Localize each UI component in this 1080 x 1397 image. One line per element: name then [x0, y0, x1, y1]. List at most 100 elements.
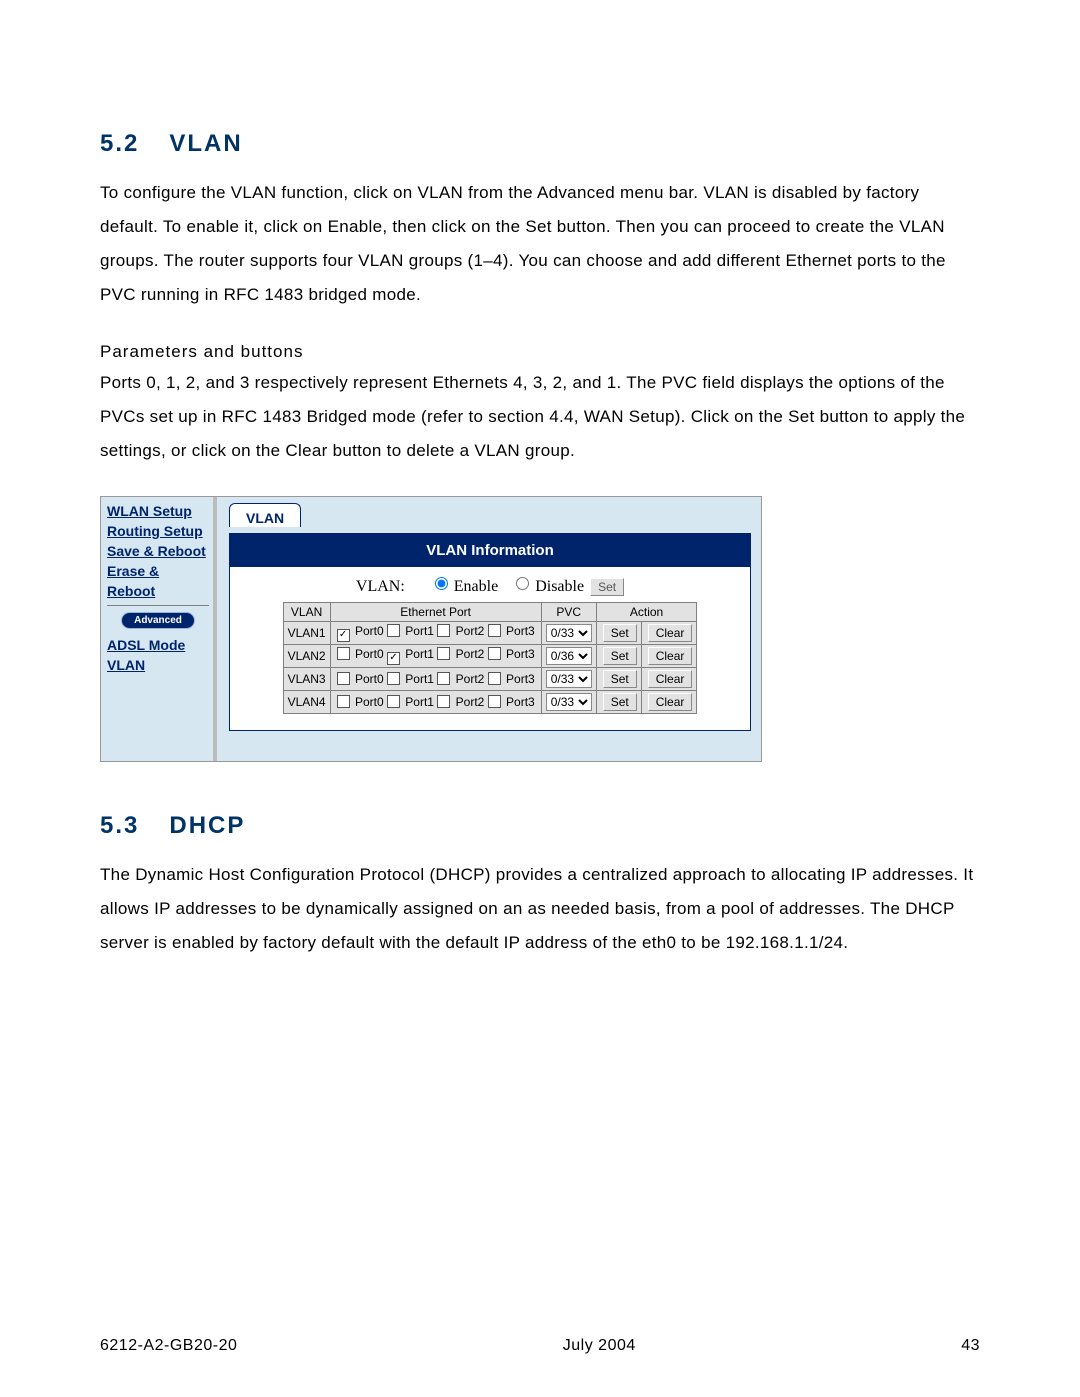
port-checkbox[interactable]	[337, 672, 350, 685]
vlan-name-cell: VLAN3	[283, 668, 330, 691]
port-label: Port2	[452, 647, 487, 661]
port-checkbox[interactable]	[337, 695, 350, 708]
clear-button[interactable]: Clear	[648, 693, 693, 711]
port-checkbox[interactable]	[387, 624, 400, 637]
port-label: Port2	[452, 672, 487, 686]
port-label: Port0	[352, 695, 387, 709]
ports-cell: Port0 Port1 Port2 Port3	[330, 622, 541, 645]
pvc-select[interactable]: 0/33	[546, 624, 592, 642]
port-checkbox[interactable]	[437, 695, 450, 708]
ports-cell: Port0 Port1 Port2 Port3	[330, 645, 541, 668]
col-action: Action	[596, 603, 697, 622]
section-5-3-paragraph: The Dynamic Host Configuration Protocol …	[100, 858, 980, 960]
section-5-2-paragraph: To configure the VLAN function, click on…	[100, 176, 980, 312]
page-footer: 6212-A2-GB20-20 July 2004 43	[100, 1337, 980, 1355]
pvc-select[interactable]: 0/36	[546, 647, 592, 665]
pvc-cell: 0/33	[541, 622, 596, 645]
vlan-panel: VLAN Information VLAN: Enable Disable Se…	[229, 533, 751, 731]
set-button[interactable]: Set	[603, 624, 637, 642]
advanced-pill[interactable]: Advanced	[121, 612, 195, 629]
footer-doc-id: 6212-A2-GB20-20	[100, 1337, 237, 1355]
sidebar-item-adsl-mode[interactable]: ADSL Mode	[107, 635, 209, 655]
vlan-info-header: VLAN Information	[230, 534, 750, 567]
parameters-subhead: Parameters and buttons	[100, 342, 980, 362]
port-checkbox[interactable]	[437, 647, 450, 660]
tab-vlan[interactable]: VLAN	[229, 503, 301, 527]
port-label: Port0	[352, 647, 387, 661]
radio-enable-label: Enable	[454, 578, 498, 595]
clear-button[interactable]: Clear	[648, 647, 693, 665]
set-cell: Set	[596, 622, 641, 645]
set-button[interactable]: Set	[603, 647, 637, 665]
heading-number: 5.2	[100, 130, 139, 157]
port-checkbox[interactable]	[488, 695, 501, 708]
set-button[interactable]: Set	[603, 670, 637, 688]
sidebar-item-save-reboot[interactable]: Save & Reboot	[107, 541, 209, 561]
ports-cell: Port0 Port1 Port2 Port3	[330, 691, 541, 714]
port-checkbox[interactable]	[437, 672, 450, 685]
port-checkbox[interactable]	[387, 672, 400, 685]
heading-title: DHCP	[169, 812, 245, 839]
heading-5-2: 5.2VLAN	[100, 130, 980, 158]
port-checkbox[interactable]	[387, 695, 400, 708]
port-label: Port0	[352, 672, 387, 686]
port-label: Port3	[503, 647, 535, 661]
pvc-select[interactable]: 0/33	[546, 670, 592, 688]
vlan-label: VLAN:	[356, 578, 405, 595]
port-checkbox[interactable]	[337, 629, 350, 642]
table-row: VLAN1 Port0 Port1 Port2 Port3 0/33 Set Cle…	[283, 622, 697, 645]
parameters-paragraph: Ports 0, 1, 2, and 3 respectively repres…	[100, 366, 980, 468]
port-label: Port3	[503, 672, 535, 686]
clear-cell: Clear	[641, 668, 697, 691]
port-checkbox[interactable]	[437, 624, 450, 637]
radio-disable[interactable]	[516, 577, 529, 590]
port-label: Port3	[503, 624, 535, 638]
table-row: VLAN4 Port0 Port1 Port2 Port3 0/33 Set Cle…	[283, 691, 697, 714]
radio-enable[interactable]	[435, 577, 448, 590]
port-label: Port0	[352, 624, 387, 638]
vlan-name-cell: VLAN4	[283, 691, 330, 714]
vlan-name-cell: VLAN1	[283, 622, 330, 645]
port-checkbox[interactable]	[387, 652, 400, 665]
router-ui-screenshot: WLAN Setup Routing Setup Save & Reboot E…	[100, 496, 762, 762]
sidebar-item-routing-setup[interactable]: Routing Setup	[107, 521, 209, 541]
footer-date: July 2004	[563, 1337, 636, 1355]
col-vlan: VLAN	[283, 603, 330, 622]
tab-row: VLAN	[229, 503, 761, 533]
table-row: VLAN2 Port0 Port1 Port2 Port3 0/36SetCle…	[283, 645, 697, 668]
content-panel: VLAN VLAN Information VLAN: Enable Disab…	[217, 497, 761, 761]
port-checkbox[interactable]	[488, 672, 501, 685]
col-eth: Ethernet Port	[330, 603, 541, 622]
clear-cell: Clear	[641, 645, 697, 668]
port-label: Port2	[452, 695, 487, 709]
heading-5-3: 5.3 DHCP	[100, 812, 980, 840]
ports-cell: Port0 Port1 Port2 Port3	[330, 668, 541, 691]
clear-button[interactable]: Clear	[648, 624, 693, 642]
sidebar-divider	[107, 605, 209, 606]
clear-button[interactable]: Clear	[648, 670, 693, 688]
sidebar: WLAN Setup Routing Setup Save & Reboot E…	[101, 497, 217, 761]
sidebar-item-erase-reboot[interactable]: Erase & Reboot	[107, 561, 209, 601]
port-label: Port1	[402, 695, 437, 709]
clear-cell: Clear	[641, 622, 697, 645]
port-checkbox[interactable]	[488, 624, 501, 637]
heading-number: 5.3	[100, 812, 139, 839]
col-pvc: PVC	[541, 603, 596, 622]
table-header-row: VLAN Ethernet Port PVC Action	[283, 603, 697, 622]
pvc-select[interactable]: 0/33	[546, 693, 592, 711]
set-button[interactable]: Set	[603, 693, 637, 711]
port-checkbox[interactable]	[488, 647, 501, 660]
set-top-button[interactable]: Set	[590, 578, 624, 596]
sidebar-item-wlan-setup[interactable]: WLAN Setup	[107, 501, 209, 521]
port-label: Port1	[402, 647, 437, 661]
set-cell: Set	[596, 645, 641, 668]
pvc-cell: 0/33	[541, 668, 596, 691]
set-cell: Set	[596, 691, 641, 714]
port-label: Port1	[402, 672, 437, 686]
pvc-cell: 0/36	[541, 645, 596, 668]
vlan-table: VLAN Ethernet Port PVC Action VLAN1 Port…	[283, 602, 698, 714]
port-checkbox[interactable]	[337, 647, 350, 660]
set-cell: Set	[596, 668, 641, 691]
vlan-enable-row: VLAN: Enable Disable Set	[240, 577, 740, 596]
sidebar-item-vlan[interactable]: VLAN	[107, 655, 209, 675]
